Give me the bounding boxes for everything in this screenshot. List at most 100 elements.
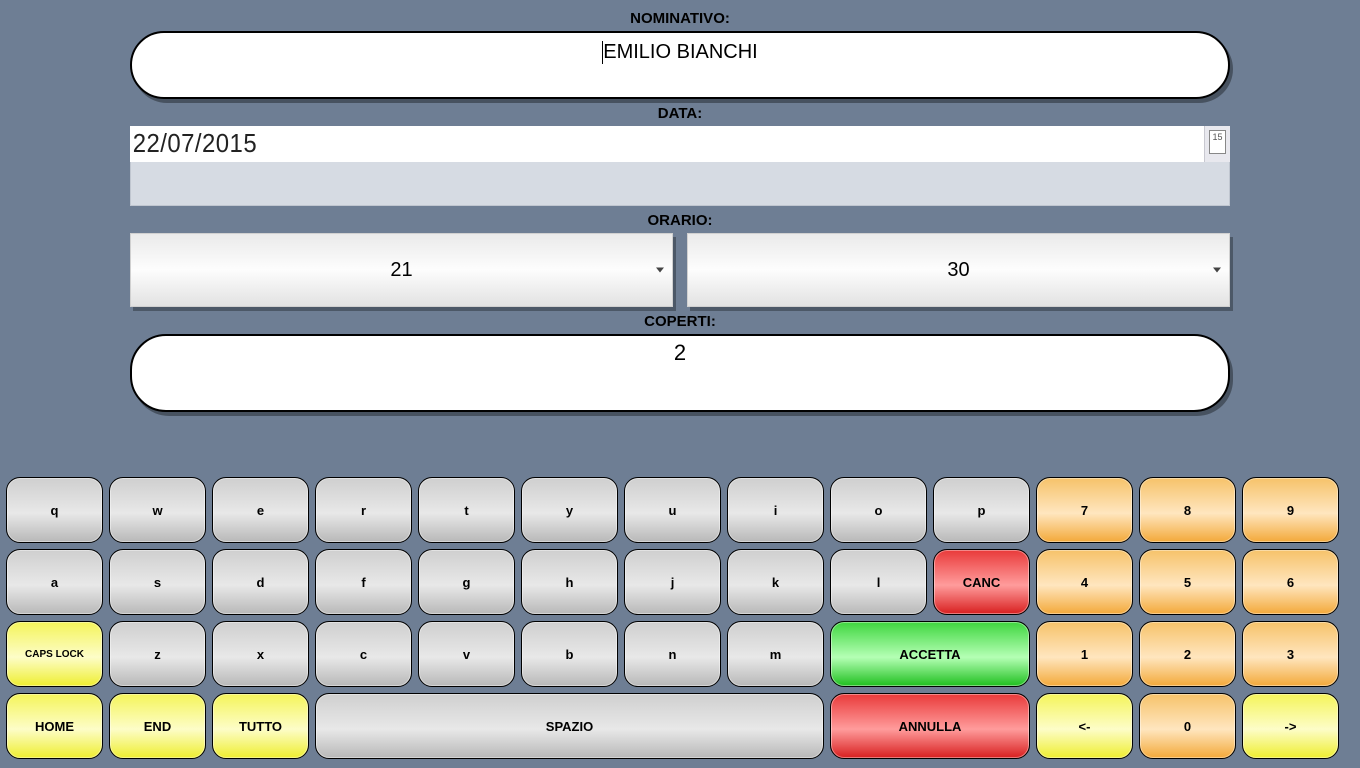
key-7[interactable]: 7 [1036, 477, 1133, 543]
key-s[interactable]: s [109, 549, 206, 615]
key-x[interactable]: x [212, 621, 309, 687]
key-l[interactable]: l [830, 549, 927, 615]
key-e-label: e [257, 503, 264, 518]
key-q[interactable]: q [6, 477, 103, 543]
key-2[interactable]: 2 [1139, 621, 1236, 687]
key-capslock[interactable]: CAPS LOCK [6, 621, 103, 687]
key-v-label: v [463, 647, 470, 662]
key-accetta-label: ACCETTA [899, 647, 960, 662]
key-3[interactable]: 3 [1242, 621, 1339, 687]
hour-select[interactable]: 21 [130, 233, 673, 307]
key-p[interactable]: p [933, 477, 1030, 543]
key-k-label: k [772, 575, 779, 590]
date-pad [130, 162, 1230, 206]
key-v[interactable]: v [418, 621, 515, 687]
key-r[interactable]: r [315, 477, 412, 543]
key-end-label: END [144, 719, 171, 734]
key-x-label: x [257, 647, 264, 662]
key-i-label: i [774, 503, 778, 518]
key-r-label: r [361, 503, 366, 518]
key-5[interactable]: 5 [1139, 549, 1236, 615]
key-spazio-label: SPAZIO [546, 719, 593, 734]
key-capslock-label: CAPS LOCK [25, 649, 84, 660]
key-g[interactable]: g [418, 549, 515, 615]
coperti-label: COPERTI: [130, 313, 1230, 330]
minute-value: 30 [947, 259, 969, 282]
key-d[interactable]: d [212, 549, 309, 615]
key-0[interactable]: 0 [1139, 693, 1236, 759]
minute-select[interactable]: 30 [687, 233, 1230, 307]
key-w[interactable]: w [109, 477, 206, 543]
key-a[interactable]: a [6, 549, 103, 615]
key-4-label: 4 [1081, 575, 1088, 590]
key-p-label: p [978, 503, 986, 518]
key-2-label: 2 [1184, 647, 1191, 662]
key-b-label: b [566, 647, 574, 662]
key-arrow-right[interactable]: -> [1242, 693, 1339, 759]
key-c[interactable]: c [315, 621, 412, 687]
key-f-label: f [361, 575, 365, 590]
key-annulla[interactable]: ANNULLA [830, 693, 1030, 759]
key-w-label: w [152, 503, 162, 518]
key-h[interactable]: h [521, 549, 618, 615]
key-home-label: HOME [35, 719, 74, 734]
key-home[interactable]: HOME [6, 693, 103, 759]
coperti-input[interactable]: 2 [130, 334, 1230, 412]
key-f[interactable]: f [315, 549, 412, 615]
calendar-icon[interactable] [1204, 126, 1230, 162]
key-b[interactable]: b [521, 621, 618, 687]
key-j-label: j [671, 575, 675, 590]
key-u[interactable]: u [624, 477, 721, 543]
date-value: 22/07/2015 [130, 126, 1118, 162]
key-k[interactable]: k [727, 549, 824, 615]
key-u-label: u [669, 503, 677, 518]
key-arrow-left-label: <- [1079, 719, 1091, 734]
key-q-label: q [51, 503, 59, 518]
key-6[interactable]: 6 [1242, 549, 1339, 615]
key-t-label: t [464, 503, 468, 518]
key-1-label: 1 [1081, 647, 1088, 662]
nominativo-label: NOMINATIVO: [130, 10, 1230, 27]
date-input[interactable]: 22/07/2015 [130, 126, 1230, 162]
key-t[interactable]: t [418, 477, 515, 543]
key-canc-label: CANC [963, 575, 1001, 590]
key-accetta[interactable]: ACCETTA [830, 621, 1030, 687]
key-d-label: d [257, 575, 265, 590]
key-j[interactable]: j [624, 549, 721, 615]
key-arrow-left[interactable]: <- [1036, 693, 1133, 759]
nominativo-value: EMILIO BIANCHI [602, 41, 757, 64]
key-canc[interactable]: CANC [933, 549, 1030, 615]
key-o[interactable]: o [830, 477, 927, 543]
key-spazio[interactable]: SPAZIO [315, 693, 824, 759]
key-1[interactable]: 1 [1036, 621, 1133, 687]
key-c-label: c [360, 647, 367, 662]
key-5-label: 5 [1184, 575, 1191, 590]
key-y[interactable]: y [521, 477, 618, 543]
key-h-label: h [566, 575, 574, 590]
key-m[interactable]: m [727, 621, 824, 687]
key-end[interactable]: END [109, 693, 206, 759]
key-tutto[interactable]: TUTTO [212, 693, 309, 759]
nominativo-input[interactable]: EMILIO BIANCHI [130, 31, 1230, 99]
key-7-label: 7 [1081, 503, 1088, 518]
key-8-label: 8 [1184, 503, 1191, 518]
coperti-value: 2 [674, 340, 686, 366]
key-e[interactable]: e [212, 477, 309, 543]
key-9[interactable]: 9 [1242, 477, 1339, 543]
on-screen-keyboard: q w e r t y u i o p 7 8 9 a s d f g h j k l CANC 4 5 6 CAPS LOCK… [0, 477, 1360, 765]
key-i[interactable]: i [727, 477, 824, 543]
key-s-label: s [154, 575, 161, 590]
data-label: DATA: [130, 105, 1230, 122]
key-n[interactable]: n [624, 621, 721, 687]
key-8[interactable]: 8 [1139, 477, 1236, 543]
key-z[interactable]: z [109, 621, 206, 687]
key-arrow-right-label: -> [1285, 719, 1297, 734]
key-a-label: a [51, 575, 58, 590]
key-o-label: o [875, 503, 883, 518]
key-4[interactable]: 4 [1036, 549, 1133, 615]
orario-label: ORARIO: [130, 212, 1230, 229]
key-0-label: 0 [1184, 719, 1191, 734]
key-9-label: 9 [1287, 503, 1294, 518]
key-m-label: m [770, 647, 782, 662]
key-z-label: z [154, 647, 161, 662]
